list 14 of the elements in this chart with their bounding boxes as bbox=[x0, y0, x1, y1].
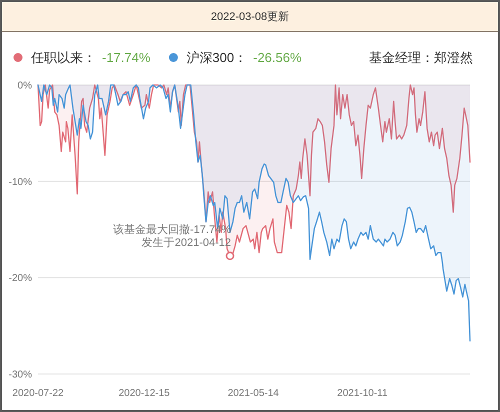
x-tick-label: 2020-12-15 bbox=[118, 388, 170, 399]
note: 基金经理：郑澄然 bbox=[369, 50, 473, 65]
x-tick-label: 2021-05-14 bbox=[228, 388, 279, 399]
legend-value: -26.56% bbox=[253, 50, 302, 65]
legend-value: -17.74% bbox=[102, 50, 150, 65]
legend-label: 沪深300： bbox=[186, 50, 248, 65]
y-tick-label: -10% bbox=[8, 176, 32, 188]
x-tick-label: 2020-07-22 bbox=[12, 388, 64, 399]
title: 2022-03-08更新 bbox=[210, 11, 290, 23]
y-tick-label: -30% bbox=[8, 370, 32, 380]
x-tick-label: 2021-10-11 bbox=[337, 388, 388, 399]
legend-label: 任职以来： bbox=[31, 50, 96, 65]
y-tick-label: 0% bbox=[18, 80, 32, 92]
y-tick-label: -20% bbox=[8, 273, 32, 284]
